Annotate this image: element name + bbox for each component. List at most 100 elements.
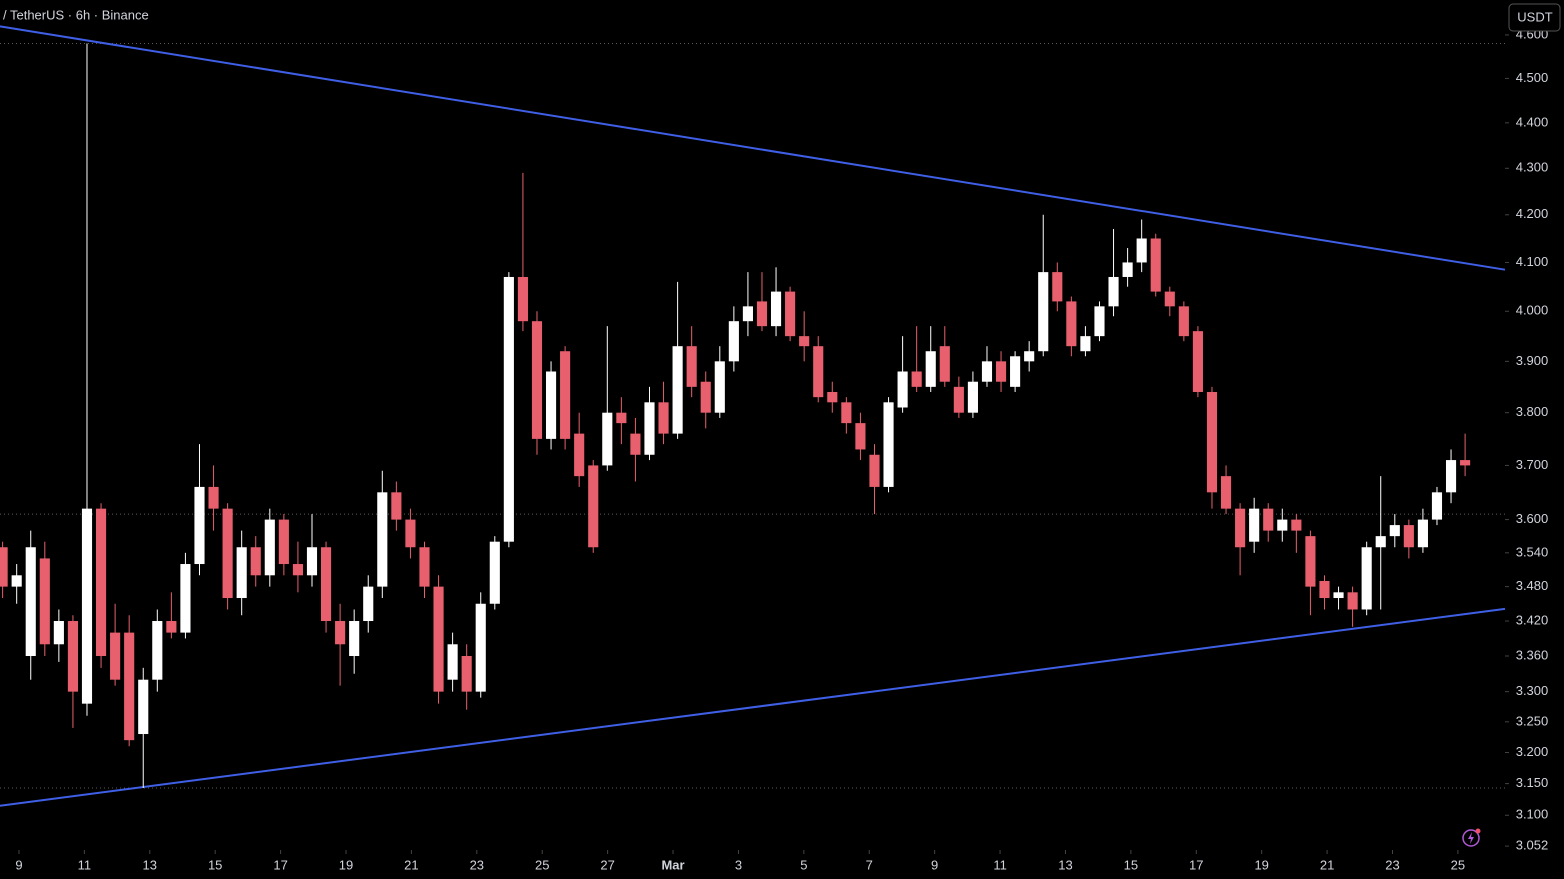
- candle-body: [419, 547, 430, 587]
- candle-body: [1291, 519, 1302, 531]
- axes: 4.6004.5004.4004.3004.2004.1004.0003.900…: [15, 26, 1548, 872]
- alert-icon[interactable]: [1462, 828, 1481, 847]
- candle-body: [756, 301, 768, 327]
- candle-body: [630, 433, 641, 455]
- candle-body: [1277, 519, 1288, 531]
- candle-body: [1460, 460, 1471, 466]
- y-tick-label: 3.700: [1516, 457, 1549, 472]
- candle-body: [841, 402, 852, 424]
- y-tick-label: 3.250: [1516, 713, 1549, 728]
- candle-body: [1220, 476, 1232, 509]
- x-tick-label: 21: [1320, 857, 1334, 872]
- trendlines: [0, 25, 1506, 807]
- candles: [0, 43, 1471, 789]
- candle-body: [1375, 536, 1386, 548]
- currency-label[interactable]: USDT: [1517, 9, 1552, 24]
- candle-body: [1024, 351, 1035, 362]
- candle-body: [349, 621, 360, 657]
- candle-body: [742, 306, 753, 322]
- candle-body: [1319, 580, 1330, 599]
- y-tick-label: 4.400: [1516, 114, 1549, 129]
- candle-body: [672, 346, 683, 434]
- candle-body: [180, 564, 191, 633]
- candle-body: [1249, 508, 1260, 542]
- candle-body: [911, 371, 922, 387]
- candle-body: [1361, 547, 1372, 610]
- y-tick-label: 3.300: [1516, 683, 1549, 698]
- x-tick-label: 15: [1124, 857, 1138, 872]
- x-tick-label: 25: [535, 857, 549, 872]
- candle-body: [377, 492, 388, 587]
- y-tick-label: 3.150: [1516, 775, 1549, 790]
- candle-body: [925, 351, 936, 387]
- candle-body: [391, 492, 402, 520]
- y-tick-label: 4.500: [1516, 70, 1549, 85]
- candle-body: [545, 371, 557, 439]
- x-tick-label: 21: [404, 857, 418, 872]
- candle-body: [475, 603, 486, 692]
- y-tick-label: 4.100: [1516, 254, 1549, 269]
- x-tick-label: Mar: [661, 857, 684, 872]
- candle-body: [1010, 356, 1021, 387]
- candle-body: [461, 656, 472, 692]
- x-tick-label: 25: [1451, 857, 1465, 872]
- candle-body: [320, 547, 332, 622]
- candle-body: [306, 547, 318, 576]
- y-tick-label: 3.360: [1516, 647, 1549, 662]
- candle-body: [616, 412, 627, 424]
- candle-body: [138, 679, 149, 735]
- x-tick-label: 23: [1385, 857, 1399, 872]
- candle-body: [1389, 525, 1400, 537]
- candle-body: [335, 621, 346, 645]
- candle-body: [110, 632, 121, 680]
- candle-body: [728, 321, 739, 362]
- x-tick-label: 9: [931, 857, 938, 872]
- candle-body: [953, 386, 964, 413]
- candle-body: [1206, 391, 1218, 493]
- candle-body: [0, 547, 8, 587]
- candle-body: [1192, 331, 1203, 392]
- candle-body: [1080, 336, 1091, 352]
- trendline: [0, 25, 1506, 271]
- candle-body: [1066, 301, 1077, 347]
- currency-button[interactable]: [1508, 3, 1561, 32]
- candle-body: [1333, 592, 1344, 599]
- candle-body: [236, 547, 247, 599]
- x-tick-label: 13: [143, 857, 157, 872]
- candle-body: [644, 402, 655, 455]
- x-tick-label: 17: [273, 857, 287, 872]
- x-tick-label: 27: [600, 857, 614, 872]
- y-tick-label: 3.900: [1516, 353, 1549, 368]
- price-lines: [0, 43, 1505, 789]
- candle-body: [53, 621, 64, 645]
- candle-body: [700, 381, 711, 413]
- x-tick-label: 17: [1189, 857, 1203, 872]
- candle-body: [799, 336, 810, 347]
- candle-body: [503, 276, 514, 542]
- candle-body: [81, 508, 93, 704]
- y-tick-label: 3.200: [1516, 744, 1549, 759]
- candle-body: [517, 276, 528, 322]
- candle-body: [574, 433, 585, 477]
- candle-body: [1164, 291, 1175, 307]
- candle-body: [1178, 306, 1189, 337]
- candle-body: [67, 621, 78, 692]
- candle-body: [250, 547, 261, 576]
- x-tick-label: 9: [15, 857, 22, 872]
- x-tick-label: 7: [866, 857, 873, 872]
- candle-body: [1417, 519, 1428, 548]
- y-tick-label: 3.420: [1516, 612, 1549, 627]
- x-tick-label: 19: [339, 857, 353, 872]
- candle-body: [152, 621, 163, 680]
- candle-body: [208, 486, 219, 509]
- candle-body: [166, 621, 177, 633]
- candle-body: [995, 361, 1007, 382]
- candle-body: [1136, 238, 1147, 263]
- candle-body: [1305, 536, 1316, 587]
- candle-body: [827, 391, 838, 403]
- candle-body: [855, 423, 866, 450]
- candle-body: [194, 486, 205, 565]
- y-tick-label: 3.800: [1516, 404, 1549, 419]
